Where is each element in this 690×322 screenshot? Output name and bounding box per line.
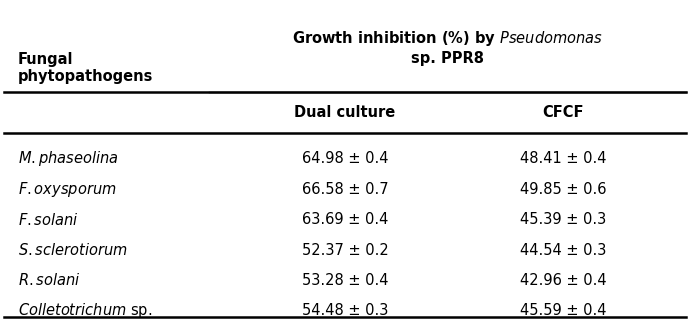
Text: Growth inhibition (%) by $\it{Pseudomonas}$
sp. PPR8: Growth inhibition (%) by $\it{Pseudomona… [292,29,603,66]
Text: 53.28 ± 0.4: 53.28 ± 0.4 [302,273,388,288]
Text: $\it{Colletotrichum}$ sp.: $\it{Colletotrichum}$ sp. [18,301,152,320]
Text: Fungal
phytopathogens: Fungal phytopathogens [18,52,153,84]
Text: Dual culture: Dual culture [295,105,395,120]
Text: 49.85 ± 0.6: 49.85 ± 0.6 [520,182,607,197]
Text: $\it{S. sclerotiorum}$: $\it{S. sclerotiorum}$ [18,242,128,258]
Text: 64.98 ± 0.4: 64.98 ± 0.4 [302,151,388,166]
Text: $\it{F. oxysporum}$: $\it{F. oxysporum}$ [18,180,117,199]
Text: 48.41 ± 0.4: 48.41 ± 0.4 [520,151,607,166]
Text: $\it{M. phaseolina}$: $\it{M. phaseolina}$ [18,149,119,168]
Text: 44.54 ± 0.3: 44.54 ± 0.3 [520,242,607,258]
Text: $\it{R. solani}$: $\it{R. solani}$ [18,272,80,289]
Text: 52.37 ± 0.2: 52.37 ± 0.2 [302,242,388,258]
Text: 45.59 ± 0.4: 45.59 ± 0.4 [520,303,607,318]
Text: $\it{F. solani}$: $\it{F. solani}$ [18,212,79,228]
Text: 42.96 ± 0.4: 42.96 ± 0.4 [520,273,607,288]
Text: 45.39 ± 0.3: 45.39 ± 0.3 [520,212,607,227]
Text: CFCF: CFCF [542,105,584,120]
Text: 63.69 ± 0.4: 63.69 ± 0.4 [302,212,388,227]
Text: 66.58 ± 0.7: 66.58 ± 0.7 [302,182,388,197]
Text: 54.48 ± 0.3: 54.48 ± 0.3 [302,303,388,318]
